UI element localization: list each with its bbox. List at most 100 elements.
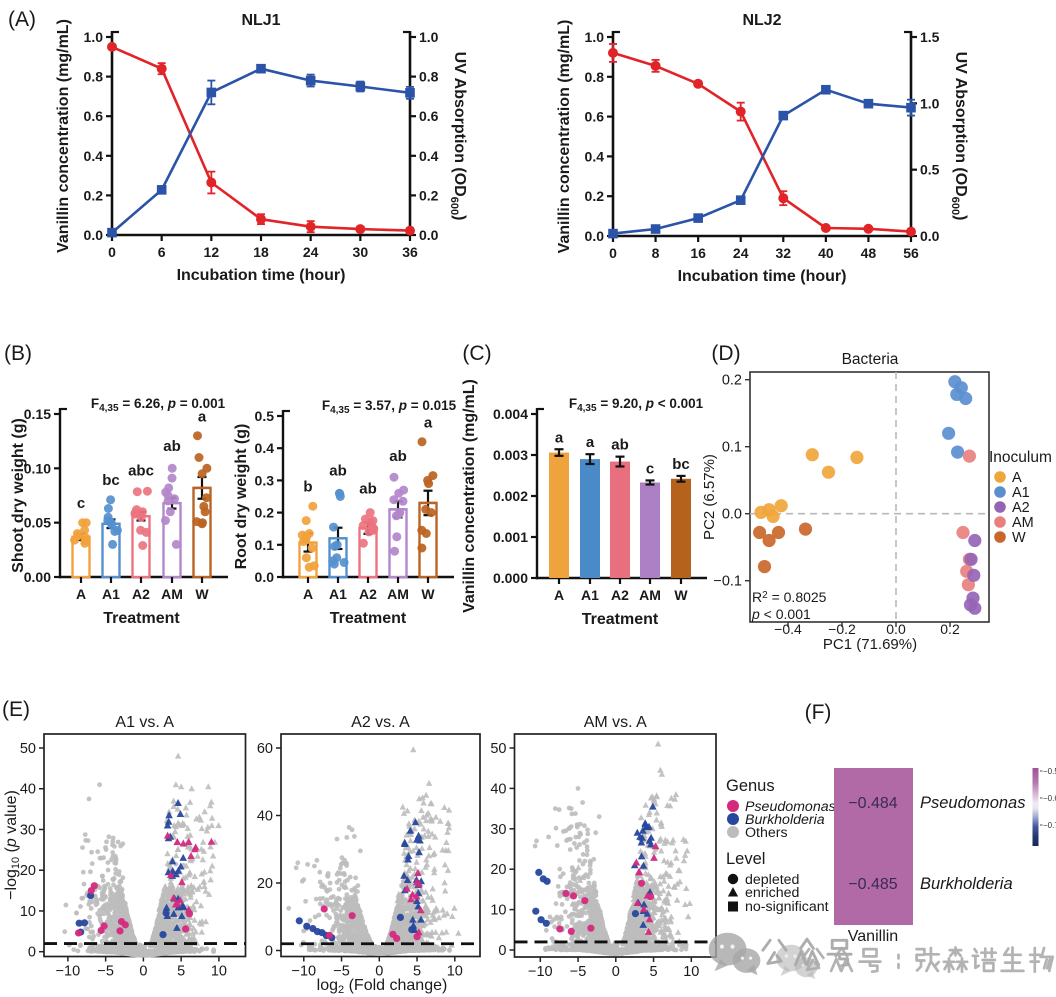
svg-text:6: 6: [158, 244, 166, 260]
svg-text:40: 40: [257, 809, 273, 825]
svg-text:0.4: 0.4: [255, 440, 275, 456]
svg-text:NLJ1: NLJ1: [241, 12, 280, 29]
svg-text:30: 30: [353, 244, 369, 260]
svg-text:b: b: [303, 479, 312, 496]
svg-text:AM: AM: [1012, 515, 1034, 531]
svg-text:0.6: 0.6: [585, 109, 605, 125]
svg-text:1.0: 1.0: [419, 29, 439, 45]
svg-text:0.10: 0.10: [24, 460, 51, 476]
svg-text:−5: −5: [97, 964, 114, 980]
svg-text:ab: ab: [389, 448, 407, 465]
svg-text:F4,35 = 9.20, p < 0.001: F4,35 = 9.20, p < 0.001: [569, 396, 704, 414]
svg-text:5: 5: [413, 964, 421, 980]
svg-text:0.00: 0.00: [24, 569, 51, 585]
svg-text:20: 20: [490, 862, 506, 878]
svg-text:NLJ2: NLJ2: [742, 12, 781, 29]
svg-text:−log10 (p value): −log10 (p value): [3, 790, 22, 900]
svg-text:(F): (F): [805, 701, 832, 724]
svg-text:50: 50: [490, 741, 506, 757]
svg-text:30: 30: [20, 822, 36, 838]
svg-text:(E): (E): [2, 698, 30, 721]
svg-text:−5: −5: [570, 964, 587, 980]
svg-text:c: c: [77, 495, 85, 512]
svg-text:0.003: 0.003: [493, 447, 528, 463]
svg-text:0: 0: [612, 964, 620, 980]
svg-text:5: 5: [177, 964, 185, 980]
svg-text:enriched: enriched: [745, 885, 799, 901]
svg-text:Genus: Genus: [726, 777, 775, 795]
svg-text:56: 56: [903, 245, 919, 261]
svg-text:0: 0: [375, 964, 383, 980]
svg-text:0.004: 0.004: [493, 406, 528, 422]
svg-text:−10: −10: [528, 964, 553, 980]
svg-text:Pseudomonas: Pseudomonas: [920, 794, 1026, 812]
svg-text:Burkholderia: Burkholderia: [920, 875, 1013, 893]
svg-text:−0.2: −0.2: [828, 621, 856, 637]
svg-text:36: 36: [402, 244, 418, 260]
svg-text:10: 10: [683, 964, 699, 980]
svg-text:Treatment: Treatment: [103, 610, 180, 627]
svg-text:60: 60: [257, 741, 273, 757]
svg-text:abc: abc: [128, 462, 154, 479]
svg-text:8: 8: [652, 245, 660, 261]
svg-text:10: 10: [447, 964, 463, 980]
svg-text:F4,35 = 3.57, p = 0.015: F4,35 = 3.57, p = 0.015: [322, 398, 457, 416]
svg-text:ab: ab: [163, 438, 181, 455]
svg-text:bc: bc: [102, 472, 120, 489]
svg-text:a: a: [424, 414, 433, 431]
svg-text:18: 18: [253, 244, 269, 260]
svg-text:0.8: 0.8: [84, 69, 104, 85]
svg-text:Vanillin concentration (mg/mL): Vanillin concentration (mg/mL): [55, 19, 72, 253]
svg-text:ab: ab: [329, 463, 347, 480]
svg-text:0.0: 0.0: [886, 621, 906, 637]
svg-text:Incubation time (hour): Incubation time (hour): [678, 268, 847, 285]
svg-text:Vanillin concentration (mg/mL): Vanillin concentration (mg/mL): [556, 20, 573, 254]
svg-text:UV Absorption (OD600): UV Absorption (OD600): [448, 52, 468, 221]
svg-text:0.8: 0.8: [419, 69, 439, 85]
svg-text:40: 40: [20, 782, 36, 798]
svg-text:0.1: 0.1: [722, 440, 742, 456]
svg-text:Treatment: Treatment: [582, 611, 659, 628]
svg-text:0: 0: [139, 964, 147, 980]
svg-text:Inoculum: Inoculum: [989, 449, 1052, 466]
svg-text:−0.7: −0.7: [1043, 821, 1056, 830]
svg-text:a: a: [198, 409, 207, 426]
svg-text:−0.484: −0.484: [848, 795, 897, 812]
svg-text:0.3: 0.3: [255, 472, 275, 488]
svg-text:0.0: 0.0: [419, 227, 439, 243]
svg-text:Vanillin concentration (mg/mL): Vanillin concentration (mg/mL): [461, 379, 478, 613]
svg-text:0.0: 0.0: [255, 569, 275, 585]
svg-text:30: 30: [490, 822, 506, 838]
svg-text:AM: AM: [639, 587, 661, 603]
svg-text:0.4: 0.4: [84, 148, 104, 164]
svg-text:Level: Level: [726, 850, 765, 868]
svg-text:log2 (Fold change): log2 (Fold change): [317, 977, 448, 996]
svg-text:Burkholderia: Burkholderia: [745, 812, 825, 828]
svg-text:F4,35 = 6.26, p = 0.001: F4,35 = 6.26, p = 0.001: [91, 396, 226, 414]
svg-text:32: 32: [775, 245, 791, 261]
svg-text:Others: Others: [745, 825, 788, 841]
svg-text:50: 50: [20, 741, 36, 757]
svg-text:−0.5: −0.5: [1043, 767, 1056, 776]
svg-text:0.15: 0.15: [24, 406, 51, 422]
svg-text:12: 12: [204, 244, 220, 260]
svg-text:0.6: 0.6: [419, 108, 439, 124]
svg-text:no-significant: no-significant: [745, 899, 829, 915]
svg-text:A2: A2: [1012, 500, 1030, 516]
svg-text:Root dry weight (g): Root dry weight (g): [233, 424, 250, 570]
svg-text:(C): (C): [462, 342, 491, 365]
svg-text:A2: A2: [611, 587, 629, 603]
svg-text:1.5: 1.5: [920, 29, 940, 45]
svg-text:−10: −10: [291, 964, 316, 980]
svg-text:A: A: [1012, 470, 1022, 486]
svg-text:0.6: 0.6: [84, 108, 104, 124]
svg-text:Pseudomonas: Pseudomonas: [745, 799, 836, 815]
svg-text:ab: ab: [611, 437, 629, 454]
svg-text:0.001: 0.001: [493, 529, 528, 545]
svg-text:1.0: 1.0: [585, 29, 605, 45]
svg-text:W: W: [195, 586, 209, 602]
svg-text:(B): (B): [4, 342, 32, 365]
svg-text:AM: AM: [387, 586, 409, 602]
svg-text:Treatment: Treatment: [330, 610, 407, 627]
svg-text:0.2: 0.2: [255, 505, 275, 521]
